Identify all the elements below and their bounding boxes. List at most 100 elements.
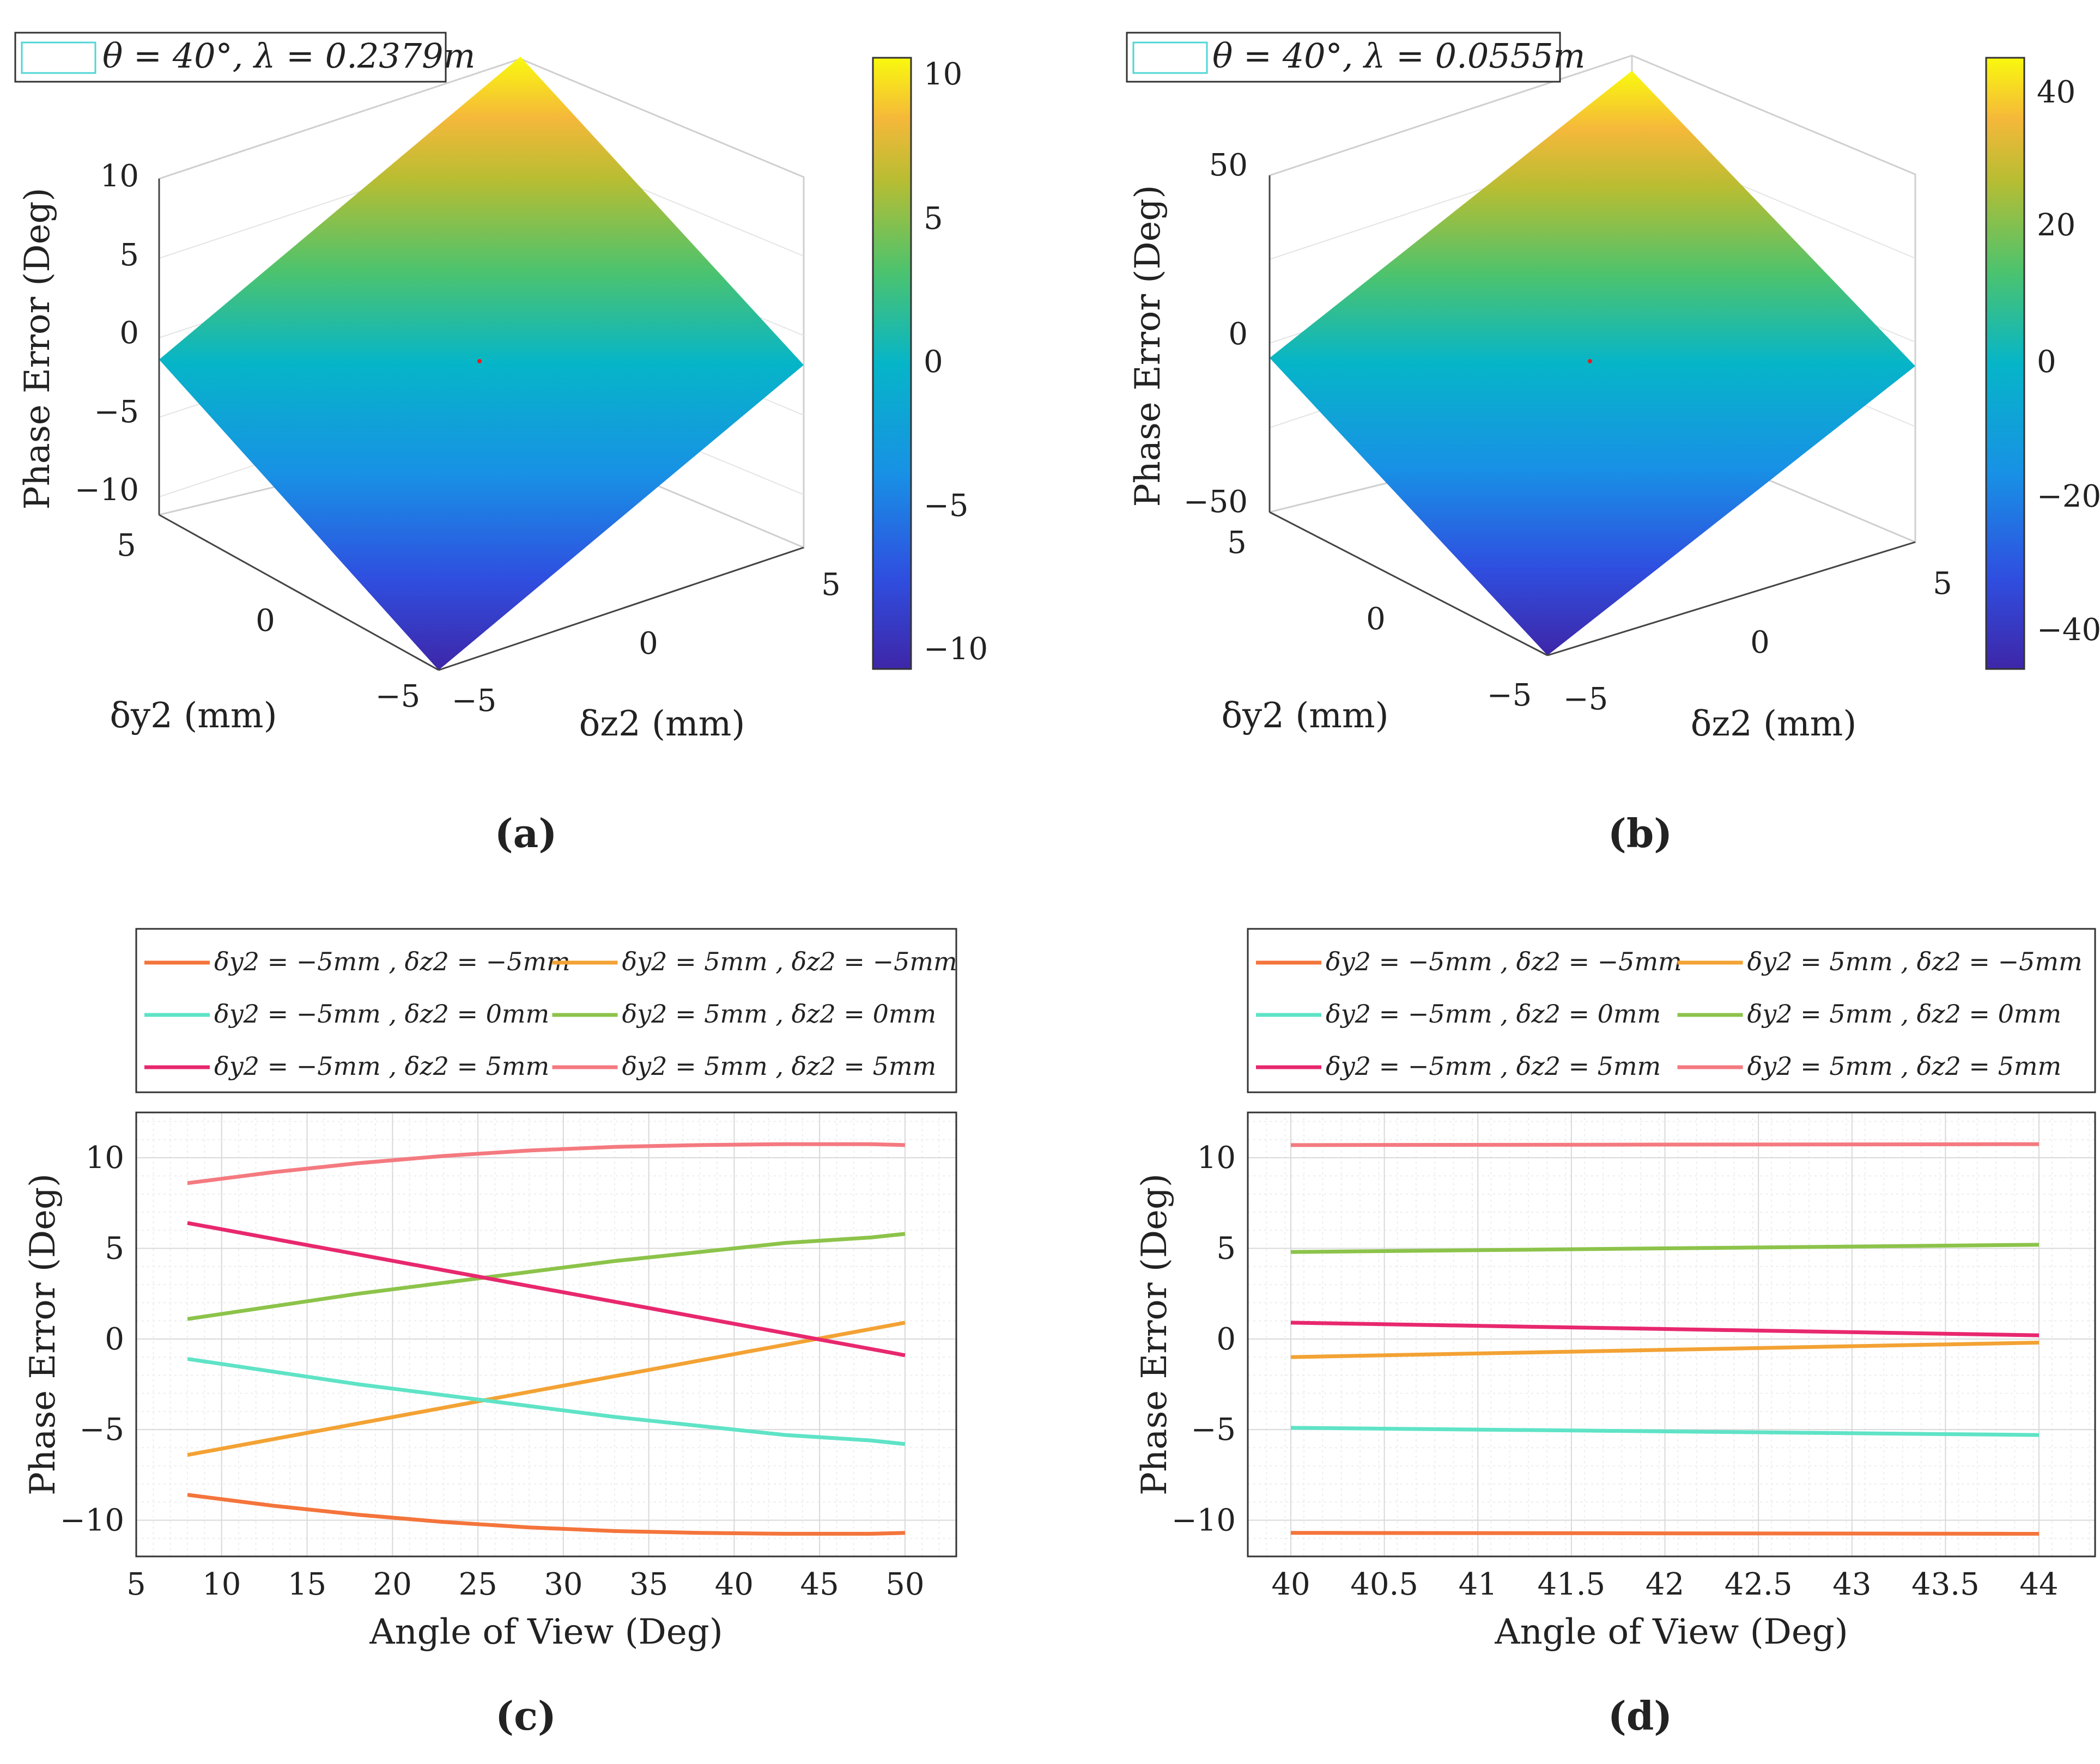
panel-b-xtick-0: 5: [1227, 525, 1247, 561]
panel-b-caption: (b): [1608, 810, 1672, 856]
panel-c-legend-text-0: δy2 = −5mm , δz2 = −5mm: [214, 947, 570, 976]
panel-d-xtick-4: 42: [1646, 1567, 1684, 1602]
panel-a-legend: θ = 40°, λ = 0.2379m: [14, 32, 475, 83]
panel-d-axes-box: [1247, 1111, 2096, 1558]
panel-a-colorbar: 10 5 0 −5 −10: [872, 57, 988, 670]
panel-c-series-5: [187, 1142, 906, 1185]
panel-a-cbtick-3: −5: [924, 488, 969, 524]
panel-b-cbtick-4: −40: [2037, 612, 2100, 648]
panel-c-xtick-8: 45: [800, 1567, 839, 1602]
panel-d-legend-box: [1247, 928, 2096, 1093]
panel-a-center-marker: [477, 359, 482, 363]
panel-b-ztick-1: 0: [1228, 317, 1248, 352]
panel-d-xlabel: Angle of View (Deg): [1494, 1612, 1848, 1652]
panel-a-ztick-0: 10: [100, 159, 139, 194]
panel-d-series-0: [1290, 1531, 2040, 1536]
panel-d-ytick-0: 10: [1197, 1140, 1236, 1176]
panel-c-xtick-9: 50: [885, 1567, 924, 1602]
panel-c-legend-text-1: δy2 = 5mm , δz2 = −5mm: [622, 947, 957, 976]
panel-b-cbtick-0: 40: [2037, 75, 2075, 110]
panel-a-ylabel: δz2 (mm): [579, 704, 745, 744]
panel-c-legend-text-4: δy2 = −5mm , δz2 = 5mm: [214, 1051, 549, 1081]
panel-c-caption: (c): [495, 1693, 556, 1739]
panel-b-y-axis-line: [1269, 511, 1548, 656]
panel-c-xtick-4: 25: [458, 1567, 497, 1602]
panel-d-xtick-1: 40.5: [1350, 1567, 1418, 1602]
panel-c-xtick-5: 30: [544, 1567, 582, 1602]
panel-c-xtick-7: 40: [715, 1567, 754, 1602]
panel-c-xtick-2: 15: [288, 1567, 326, 1602]
panel-d-xtick-6: 43: [1832, 1567, 1871, 1602]
panel-b-x-axis-line: [1547, 541, 1916, 656]
panel-a-y-axis-line: [159, 514, 439, 671]
panel-c-xtick-0: 5: [126, 1567, 146, 1602]
panel-c-series-0: [187, 1493, 906, 1536]
panel-d-series-1: [1290, 1340, 2040, 1359]
panel-b-ylabel: δz2 (mm): [1691, 704, 1857, 744]
panel-d-ylabel: Phase Error (Deg): [1134, 1173, 1175, 1495]
panel-b-legend-text: θ = 40°, λ = 0.0555m: [1212, 36, 1585, 76]
panel-a-ztick-2: 0: [119, 315, 139, 351]
panel-b-xtick-2: −5: [1487, 678, 1532, 713]
panel-b-center-marker: [1588, 359, 1592, 363]
panel-a-ytick-1: 0: [639, 626, 658, 661]
panel-a-z-ticks: 10 5 0 −5 −10: [75, 159, 139, 508]
panel-d-xtick-2: 41: [1459, 1567, 1497, 1602]
panel-d-legend-text-5: δy2 = 5mm , δz2 = 5mm: [1747, 1051, 2062, 1081]
panel-d-legend-text-3: δy2 = 5mm , δz2 = 0mm: [1747, 999, 2062, 1029]
panel-b-ytick-0: −5: [1563, 682, 1609, 717]
panel-c-series-1: [187, 1321, 906, 1457]
panel-c-axes-box: [135, 1111, 957, 1558]
panel-a-x-axis-line: [438, 546, 804, 671]
panel-c-ytick-0: 10: [86, 1140, 124, 1176]
panel-c-ytick-1: 5: [105, 1231, 124, 1266]
panel-c-series-4: [187, 1221, 906, 1358]
panel-d-series-2: [1290, 1426, 2040, 1437]
panel-b-colorbar: 40 20 0 −20 −40: [1985, 57, 2100, 670]
panel-d-legend-text-1: δy2 = 5mm , δz2 = −5mm: [1747, 947, 2083, 976]
panel-b-cbtick-1: 20: [2037, 208, 2075, 243]
panel-b-surface: [1270, 71, 1915, 655]
panel-a-xlabel: δy2 (mm): [110, 696, 277, 736]
panel-d-ytick-3: −5: [1191, 1412, 1236, 1447]
panel-d-ytick-4: −10: [1172, 1503, 1236, 1538]
panel-d-xtick-8: 44: [2019, 1567, 2058, 1602]
panel-a-xtick-1: 0: [256, 603, 275, 638]
panel-b-legend: θ = 40°, λ = 0.0555m: [1126, 32, 1585, 83]
panel-b-z-ticks: 50 0 −50: [1183, 148, 1248, 520]
panel-d-ytick-1: 5: [1216, 1231, 1236, 1266]
panel-a-ytick-2: 5: [821, 567, 841, 603]
panel-a-xtick-2: −5: [375, 679, 421, 714]
panel-b-ytick-1: 0: [1750, 625, 1770, 660]
panel-b-zlabel: Phase Error (Deg): [1128, 185, 1168, 507]
panel-b-cbtick-2: 0: [2037, 344, 2056, 380]
panel-d-xtick-5: 42.5: [1725, 1567, 1793, 1602]
panel-c-legend-box: [135, 928, 957, 1093]
panel-d-xtick-3: 41.5: [1538, 1567, 1606, 1602]
panel-b-ztick-2: −50: [1183, 484, 1248, 520]
panel-a-xtick-0: 5: [117, 528, 136, 563]
panel-a: 10 5 0 −5 −10 Phase Error (Deg) 5 0 −5 δ…: [14, 32, 988, 856]
panel-c-series-2: [187, 1357, 906, 1446]
panel-a-ztick-1: 5: [119, 238, 139, 273]
panel-d-ytick-2: 0: [1216, 1322, 1236, 1357]
panel-c-ytick-2: 0: [105, 1322, 124, 1357]
panel-d-legend-text-2: δy2 = −5mm , δz2 = 0mm: [1326, 999, 1661, 1029]
panel-d-caption: (d): [1608, 1693, 1672, 1739]
panel-c-xtick-3: 20: [373, 1567, 412, 1602]
panel-c-legend-text-5: δy2 = 5mm , δz2 = 5mm: [622, 1051, 937, 1081]
panel-b: 50 0 −50 Phase Error (Deg) 5 0 −5 δy2 (m…: [1126, 32, 2100, 856]
panel-c-legend-text-3: δy2 = 5mm , δz2 = 0mm: [622, 999, 937, 1029]
panel-a-ztick-4: −10: [75, 472, 139, 508]
panel-c-ytick-3: −5: [79, 1412, 124, 1447]
panel-d-xtick-7: 43.5: [1911, 1567, 1980, 1602]
panel-d-series-5: [1290, 1142, 2040, 1147]
panel-a-ytick-0: −5: [452, 683, 497, 719]
panel-d: 40 40.5 41 41.5 42 42.5 43 43.5 44 10 5 0 −5 −10 Angle…: [1134, 928, 2096, 1652]
panel-c-xtick-6: 35: [629, 1567, 668, 1602]
panel-a-ztick-3: −5: [94, 394, 139, 430]
panel-c-series-3: [187, 1232, 906, 1321]
panel-c-ylabel: Phase Error (Deg): [23, 1173, 63, 1495]
